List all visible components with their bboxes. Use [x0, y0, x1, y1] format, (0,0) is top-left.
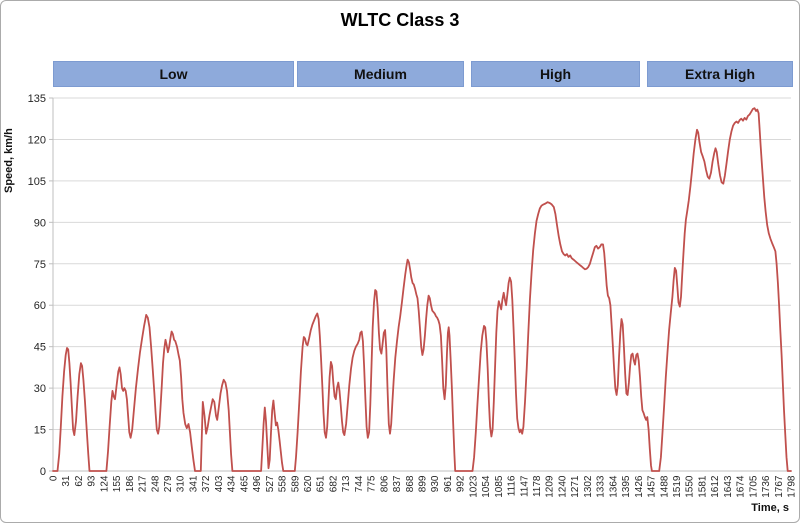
x-tick-label-1488: 1488 — [659, 475, 670, 498]
speed-trace-line — [52, 107, 792, 472]
phase-band-low: Low — [53, 61, 294, 87]
x-tick-label-93: 93 — [87, 475, 98, 487]
y-tick-label-105: 105 — [28, 176, 46, 188]
x-tick-label-465: 465 — [239, 475, 250, 492]
x-tick-label-806: 806 — [379, 475, 390, 492]
x-tick-label-1798: 1798 — [787, 475, 798, 498]
x-tick-label-744: 744 — [354, 475, 365, 492]
x-tick-label-186: 186 — [125, 475, 136, 492]
x-axis-title: Time, s — [751, 502, 789, 514]
x-tick-label-1736: 1736 — [761, 475, 772, 498]
x-tick-label-620: 620 — [303, 475, 314, 492]
x-tick-label-434: 434 — [227, 475, 238, 492]
y-tick-label-90: 90 — [34, 217, 46, 229]
y-tick-label-120: 120 — [28, 134, 46, 146]
phase-band-extra-high-label: Extra High — [684, 66, 755, 82]
x-tick-label-1178: 1178 — [532, 475, 543, 497]
y-tick-label-15: 15 — [34, 425, 46, 437]
x-tick-label-310: 310 — [176, 475, 187, 492]
x-tick-label-1116: 1116 — [507, 475, 518, 496]
x-tick-label-1612: 1612 — [710, 475, 721, 498]
x-tick-label-1519: 1519 — [672, 475, 683, 498]
x-tick-label-372: 372 — [201, 475, 212, 492]
x-tick-label-961: 961 — [443, 475, 454, 492]
x-tick-label-930: 930 — [430, 475, 441, 492]
phase-band-high-label: High — [539, 66, 572, 82]
x-tick-label-837: 837 — [392, 475, 403, 492]
chart-title: WLTC Class 3 — [340, 10, 460, 30]
axis-lines — [52, 98, 791, 472]
y-tick-label-135: 135 — [28, 93, 46, 105]
x-tick-label-279: 279 — [163, 475, 174, 492]
x-tick-label-1085: 1085 — [494, 475, 505, 498]
x-tick-label-868: 868 — [405, 475, 416, 492]
x-tick-label-496: 496 — [252, 475, 263, 492]
x-tick-label-1333: 1333 — [596, 475, 607, 498]
x-tick-label-248: 248 — [150, 475, 161, 492]
x-tick-label-1705: 1705 — [748, 475, 759, 498]
phase-band-medium-label: Medium — [354, 66, 407, 82]
x-tick-label-31: 31 — [61, 475, 72, 487]
x-tick-label-775: 775 — [367, 475, 378, 492]
x-tick-label-1643: 1643 — [723, 475, 734, 498]
x-tick-label-1364: 1364 — [608, 475, 619, 498]
x-tick-label-62: 62 — [74, 475, 85, 487]
y-tick-label-30: 30 — [34, 383, 46, 395]
x-tick-label-682: 682 — [328, 475, 339, 492]
phase-band-medium: Medium — [297, 61, 464, 87]
x-tick-label-1209: 1209 — [545, 475, 556, 498]
phase-band-low-label: Low — [159, 66, 188, 82]
x-tick-label-1457: 1457 — [647, 475, 658, 498]
y-tick-label-60: 60 — [34, 300, 46, 312]
x-tick-label-651: 651 — [316, 475, 327, 492]
x-tick-label-1550: 1550 — [685, 475, 696, 498]
x-tick-label-1271: 1271 — [570, 475, 581, 498]
x-tick-label-341: 341 — [189, 475, 200, 492]
x-tick-label-1023: 1023 — [468, 475, 479, 498]
phase-band-extra-high: Extra High — [647, 61, 793, 87]
y-tick-label-75: 75 — [34, 259, 46, 271]
x-tick-label-1767: 1767 — [774, 475, 785, 498]
x-tick-label-1302: 1302 — [583, 475, 594, 498]
x-tick-label-1395: 1395 — [621, 475, 632, 498]
x-tick-label-1581: 1581 — [697, 475, 708, 498]
x-tick-label-403: 403 — [214, 475, 225, 492]
x-tick-label-0: 0 — [49, 475, 60, 481]
x-tick-label-1147: 1147 — [519, 475, 530, 497]
x-tick-label-527: 527 — [265, 475, 276, 492]
x-tick-label-1674: 1674 — [736, 475, 747, 498]
x-tick-label-1054: 1054 — [481, 475, 492, 498]
x-tick-label-217: 217 — [138, 475, 149, 492]
y-tick-label-45: 45 — [34, 342, 46, 354]
phase-band-high: High — [471, 61, 640, 87]
x-tick-label-1240: 1240 — [558, 475, 569, 498]
x-tick-label-589: 589 — [290, 475, 301, 492]
x-tick-label-124: 124 — [99, 475, 110, 492]
x-tick-label-713: 713 — [341, 475, 352, 492]
x-tick-label-899: 899 — [418, 475, 429, 492]
x-tick-label-558: 558 — [278, 475, 289, 492]
y-tick-label-0: 0 — [40, 466, 46, 478]
x-tick-label-992: 992 — [456, 475, 467, 492]
x-tick-label-1426: 1426 — [634, 475, 645, 498]
x-tick-label-155: 155 — [112, 475, 123, 492]
